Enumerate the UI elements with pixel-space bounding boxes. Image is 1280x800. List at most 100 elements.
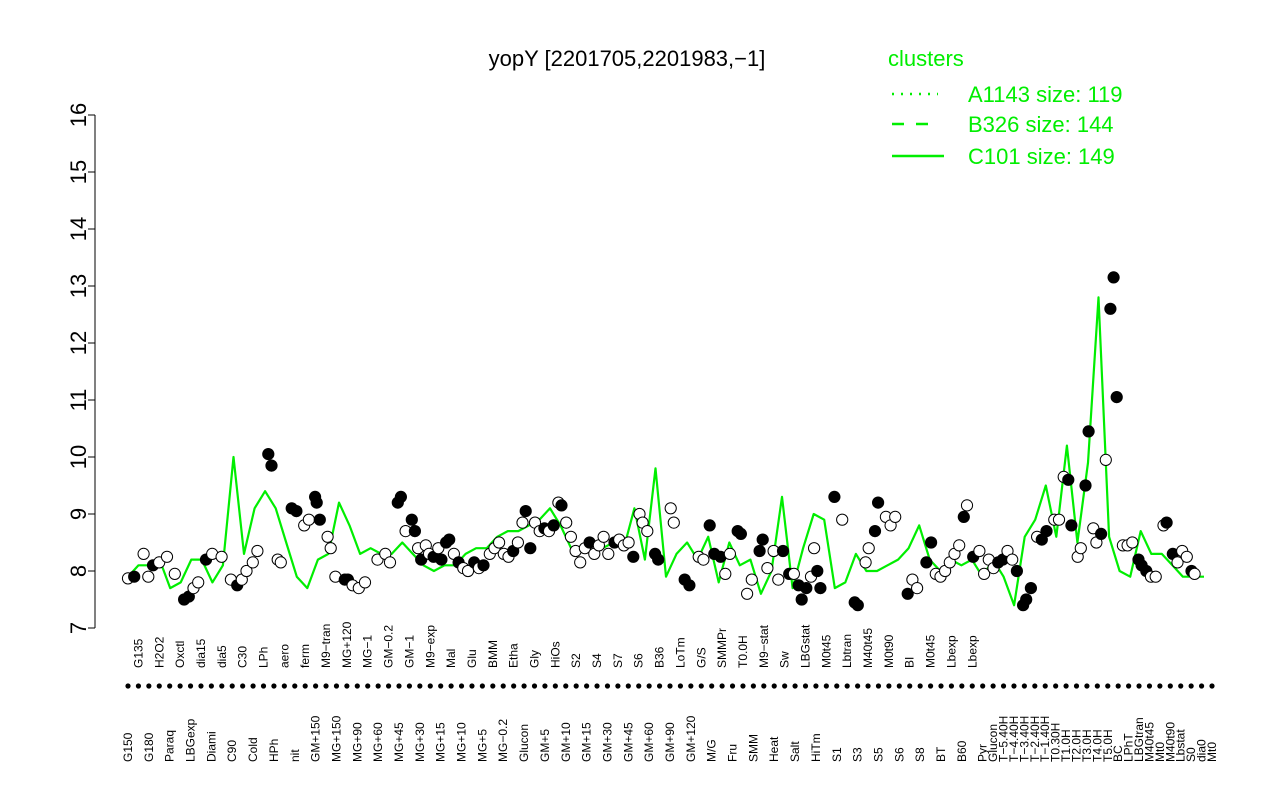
x-tick-mark	[1011, 683, 1017, 689]
data-point	[723, 547, 737, 561]
x-tick-mark	[250, 683, 256, 689]
x-tick-mark	[698, 683, 704, 689]
data-point	[597, 530, 610, 543]
x-tick-mark	[292, 683, 298, 689]
x-tick-label: MG+150	[329, 715, 343, 762]
x-tick-mark	[208, 683, 214, 689]
x-tick-mark	[156, 683, 162, 689]
data-point	[313, 513, 326, 526]
data-point	[160, 550, 174, 563]
x-tick-mark	[584, 683, 590, 689]
data-point	[564, 530, 578, 543]
data-points	[121, 271, 1201, 612]
x-tick-label: MG+30	[413, 722, 427, 762]
x-tick-label: Salt	[788, 741, 802, 762]
data-point	[574, 556, 587, 569]
x-tick-label: Sw	[778, 651, 792, 668]
x-tick-label: T1.0H	[1059, 729, 1073, 762]
x-tick-label: M40t45	[1142, 722, 1156, 762]
x-tick-mark	[646, 683, 652, 689]
x-tick-label: nit	[288, 749, 302, 762]
x-tick-mark	[302, 683, 308, 689]
x-tick-label: Lbtran	[840, 634, 854, 668]
legend-label-b326: B326 size: 144	[968, 112, 1114, 137]
data-point	[168, 567, 181, 581]
x-tick-label: T−4.40H	[1007, 716, 1021, 762]
x-tick-mark	[907, 683, 913, 689]
x-tick-mark	[834, 683, 840, 689]
x-tick-label: LBGexp	[184, 718, 198, 762]
data-point	[664, 502, 677, 515]
data-point	[1099, 453, 1112, 466]
x-tick-mark	[823, 683, 829, 689]
x-tick-label: BMM	[486, 640, 500, 668]
data-point	[262, 448, 275, 461]
x-tick-label: Gly	[528, 650, 542, 668]
x-tick-mark	[385, 683, 392, 689]
x-tick-label: M9−stat	[757, 624, 771, 668]
x-tick-mark	[761, 683, 767, 689]
data-point	[560, 516, 573, 529]
x-tick-label: dia5	[215, 645, 229, 668]
x-tick-label: HiOs	[548, 641, 562, 668]
data-point	[745, 573, 758, 586]
x-tick-label: T−2.40H	[1028, 716, 1042, 762]
data-point	[756, 533, 769, 546]
x-tick-label: GM+15	[580, 722, 594, 762]
x-tick-mark	[469, 683, 475, 689]
y-tick-label: 16	[66, 103, 91, 127]
y-tick-label: 7	[66, 622, 91, 634]
x-tick-label: Heat	[767, 736, 781, 762]
data-point	[776, 544, 790, 558]
data-point	[519, 505, 532, 518]
x-tick-mark	[417, 683, 423, 689]
x-tick-mark	[531, 683, 538, 689]
x-tick-label: C90	[225, 740, 239, 762]
data-point	[925, 536, 938, 549]
x-tick-mark	[458, 683, 465, 689]
x-tick-label: dia0	[1195, 739, 1209, 762]
data-point	[753, 544, 766, 558]
x-tick-label: M0t90	[882, 634, 896, 668]
data-point	[321, 530, 334, 543]
data-point	[1160, 516, 1173, 529]
x-tick-mark	[427, 683, 433, 689]
x-tick-mark	[729, 683, 736, 689]
x-tick-label: M/G	[705, 739, 719, 762]
x-tick-mark	[1157, 683, 1163, 689]
data-point	[808, 542, 821, 555]
x-tick-label: HiTm	[809, 733, 823, 762]
data-point	[443, 533, 456, 546]
data-point	[310, 496, 323, 509]
data-point	[953, 539, 966, 552]
x-tick-label: GM+90	[663, 722, 677, 762]
x-tick-mark	[990, 683, 996, 689]
data-point	[1020, 593, 1033, 606]
x-tick-label: ferm	[298, 644, 312, 668]
y-tick-label: 10	[66, 445, 91, 469]
data-point	[622, 536, 635, 549]
x-tick-label: GM+10	[559, 722, 573, 762]
x-tick-label: Fru	[726, 744, 740, 762]
x-tick-mark	[323, 683, 329, 689]
x-tick-mark	[980, 683, 986, 689]
x-tick-label: MG−0.2	[496, 719, 510, 762]
x-tick-mark	[1094, 683, 1100, 689]
y-tick-label: 15	[66, 160, 91, 184]
x-tick-label: Cold	[246, 737, 260, 762]
x-tick-label: M9−exp	[423, 625, 437, 668]
x-tick-mark	[855, 683, 861, 689]
x-tick-label: LPh	[257, 647, 271, 668]
data-point	[1024, 582, 1038, 595]
x-tick-mark	[125, 683, 131, 689]
x-tick-mark	[750, 683, 756, 689]
x-tick-mark	[1136, 683, 1142, 689]
x-tick-label: MG+10	[455, 722, 469, 762]
x-tick-label: MG+90	[350, 722, 364, 762]
x-tick-label: Lbexp	[944, 635, 958, 668]
x-tick-mark	[240, 683, 246, 689]
x-tick-label: S5	[871, 747, 885, 762]
data-point	[795, 593, 808, 606]
data-point	[516, 516, 529, 529]
